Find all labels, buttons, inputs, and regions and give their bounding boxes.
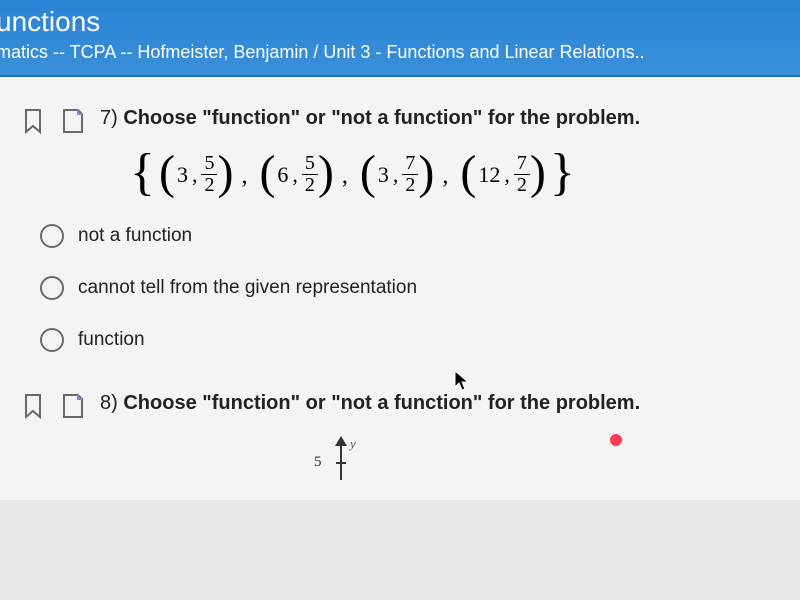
bookmark-icon[interactable] [20, 107, 46, 135]
fraction: 72 [402, 153, 418, 196]
option-not-a-function[interactable]: not a function [40, 224, 780, 248]
option-label: function [78, 329, 145, 351]
breadcrumb[interactable]: matics -- TCPA -- Hofmeister, Benjamin /… [0, 38, 800, 63]
ordered-pair-2: ( 6 , 52 ) [259, 153, 333, 196]
y-axis-label: y [350, 436, 356, 452]
option-label: not a function [78, 225, 192, 247]
ordered-pair-3: ( 3 , 72 ) [360, 153, 434, 196]
question-7-header: 7) Choose "function" or "not a function"… [20, 107, 780, 135]
pair-x: 12 [476, 162, 502, 188]
question-7-set: { ( 3 , 52 ) , ( 6 , 52 ) , ( 3 , 72 ) ,… [130, 153, 780, 196]
radio-icon [40, 328, 64, 352]
fraction: 72 [514, 153, 530, 196]
question-8-header: 8) Choose "function" or "not a function"… [20, 392, 780, 420]
pair-x: 3 [175, 162, 190, 188]
fraction: 52 [201, 153, 217, 196]
question-prompt: Choose "function" or "not a function" fo… [123, 107, 640, 129]
pair-x: 3 [376, 162, 391, 188]
option-cannot-tell[interactable]: cannot tell from the given representatio… [40, 276, 780, 300]
question-prompt: Choose "function" or "not a function" fo… [123, 392, 640, 414]
question-8-chart: y 5 [300, 440, 780, 480]
bookmark-icon[interactable] [20, 392, 46, 420]
fraction: 52 [302, 153, 318, 196]
scatter-point [610, 434, 622, 446]
option-function[interactable]: function [40, 328, 780, 352]
ordered-pair-4: ( 12 , 72 ) [460, 153, 545, 196]
y-tick-label: 5 [314, 454, 322, 471]
question-8-text: 8) Choose "function" or "not a function"… [100, 392, 640, 415]
question-7-text: 7) Choose "function" or "not a function"… [100, 107, 640, 130]
question-7-options: not a function cannot tell from the give… [40, 224, 780, 352]
option-label: cannot tell from the given representatio… [78, 277, 417, 299]
radio-icon [40, 224, 64, 248]
pair-x: 6 [275, 162, 290, 188]
note-icon[interactable] [60, 107, 86, 135]
header-title: unctions [0, 6, 800, 38]
radio-icon [40, 276, 64, 300]
question-number: 7) [100, 107, 118, 129]
ordered-pair-1: ( 3 , 52 ) [159, 153, 233, 196]
y-axis [340, 440, 342, 480]
question-number: 8) [100, 392, 118, 414]
note-icon[interactable] [60, 392, 86, 420]
content-area: 7) Choose "function" or "not a function"… [0, 77, 800, 500]
page-header: unctions matics -- TCPA -- Hofmeister, B… [0, 0, 800, 77]
y-tick [336, 462, 346, 464]
